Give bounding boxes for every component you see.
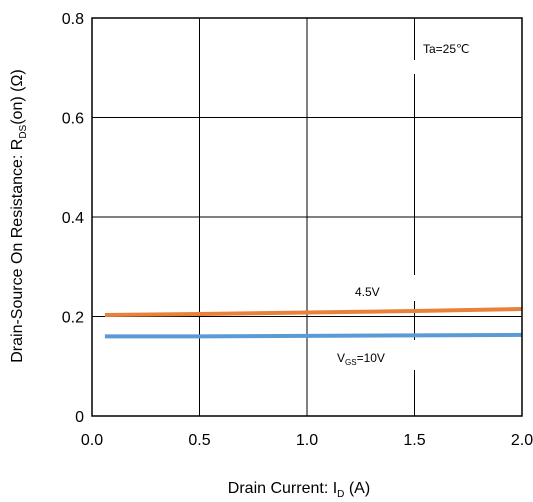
series-line-0 xyxy=(104,307,523,318)
series-lines xyxy=(104,307,523,339)
vgs-label-main: V xyxy=(337,351,345,365)
x-axis-title: Drain Current: ID (A) xyxy=(228,480,370,500)
x-axis-title-main: Drain Current: I xyxy=(228,480,337,497)
vgs-label-tail: =10V xyxy=(357,351,385,365)
x-tick-label: 0.5 xyxy=(188,432,210,449)
y-tick-label: 0.4 xyxy=(62,210,84,227)
y-tick-label: 0 xyxy=(75,409,84,426)
label-gap xyxy=(411,60,418,74)
x-axis-title-tail: (A) xyxy=(344,480,370,497)
x-axis-title-sub: D xyxy=(337,489,344,500)
series-label-vgs-10v: VGS=10V xyxy=(337,351,385,367)
x-tick-label: 1.0 xyxy=(296,432,318,449)
y-tick-labels: 0 0.2 0.4 0.6 0.8 xyxy=(62,11,84,426)
series-line-1 xyxy=(104,332,523,339)
y-axis-title-main: Drain-Source On Resistance: R xyxy=(9,139,26,363)
series-label-4-5v: 4.5V xyxy=(355,285,380,299)
y-axis-title-tail: (on) (Ω) xyxy=(9,69,26,125)
x-tick-label: 1.5 xyxy=(403,432,425,449)
grid-lines xyxy=(91,17,523,417)
y-tick-label: 0.8 xyxy=(62,11,84,28)
x-tick-labels: 0.0 0.5 1.0 1.5 2.0 xyxy=(81,432,533,449)
vgs-label-sub: GS xyxy=(345,358,357,367)
temperature-annotation: Ta=25℃ xyxy=(423,42,470,56)
x-tick-label: 0.0 xyxy=(81,432,103,449)
label-gap xyxy=(411,275,418,301)
y-axis-title-sub: DS xyxy=(18,124,29,138)
y-axis-title: Drain-Source On Resistance: RDS(on) (Ω) xyxy=(9,69,29,363)
y-tick-label: 0.2 xyxy=(62,310,84,327)
x-tick-label: 2.0 xyxy=(511,432,533,449)
label-gap xyxy=(411,340,418,370)
y-tick-label: 0.6 xyxy=(62,111,84,128)
plot-frame xyxy=(91,17,523,417)
